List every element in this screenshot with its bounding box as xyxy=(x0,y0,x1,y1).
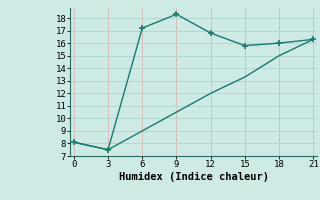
X-axis label: Humidex (Indice chaleur): Humidex (Indice chaleur) xyxy=(119,172,268,182)
